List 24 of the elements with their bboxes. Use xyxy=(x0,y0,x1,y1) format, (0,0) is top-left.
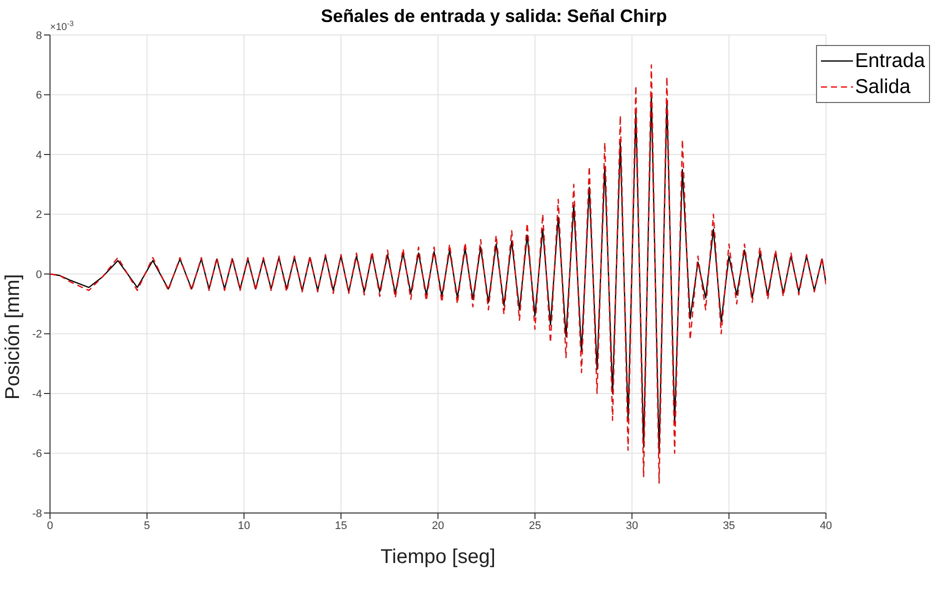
x-tick-label: 15 xyxy=(334,520,348,532)
text: ×10$^{-3}$ xyxy=(50,18,74,33)
x-tick-label: 5 xyxy=(144,520,150,532)
x-axis-title: Tiempo [seg] xyxy=(380,546,496,568)
x-tick-label: 40 xyxy=(820,520,832,532)
y-tick-label: -6 xyxy=(32,448,42,460)
y-tick-label: -2 xyxy=(32,328,42,341)
x-tick-label: 20 xyxy=(432,520,444,532)
legend-label: Entrada xyxy=(854,49,925,74)
x-tick-label: 30 xyxy=(626,520,638,532)
x-tick-label: 25 xyxy=(528,520,542,532)
y-tick-label: 2 xyxy=(36,209,42,222)
y-tick-label: 8 xyxy=(36,30,42,42)
x-tick-label: 35 xyxy=(722,520,736,532)
y-tick-label: -8 xyxy=(32,508,42,520)
y-tick-label: 0 xyxy=(36,268,42,281)
chart-title: Señales de entrada y salida: Señal Chirp xyxy=(320,6,668,26)
y-tick-label: 6 xyxy=(36,90,42,102)
y-tick-label: -4 xyxy=(32,388,42,400)
y-tick-label: 4 xyxy=(36,149,42,162)
x-tick-label: 10 xyxy=(238,520,250,532)
x-tick-label: 0 xyxy=(46,520,54,532)
legend-label: Salida xyxy=(854,75,911,100)
y-axis-title: Posición [mm] xyxy=(2,274,24,400)
